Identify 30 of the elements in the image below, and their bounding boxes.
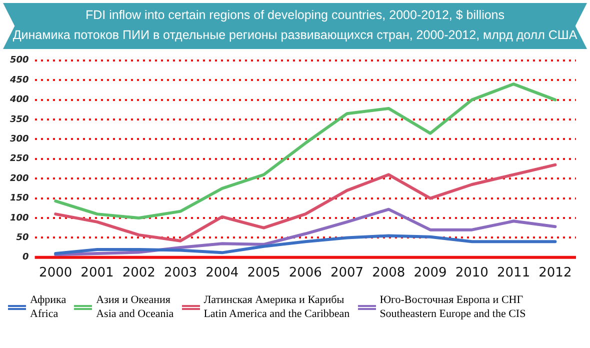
legend-label: Латинская Америка и Карибы Latin America and the Caribbean <box>204 293 350 321</box>
x-tick-label: 2006 <box>288 266 322 281</box>
x-tick-label: 2000 <box>39 266 72 281</box>
x-tick-label: 2012 <box>538 266 572 281</box>
y-tick-label: 150 <box>10 194 29 204</box>
y-tick-label: 500 <box>10 56 29 66</box>
y-tick-label: 450 <box>8 75 29 86</box>
x-tick-label: 2002 <box>122 266 156 281</box>
y-tick-label: 400 <box>8 95 29 106</box>
y-tick-label: 50 <box>16 233 29 244</box>
x-tick-label: 2004 <box>206 266 239 281</box>
x-tick-label: 2010 <box>455 266 488 281</box>
y-tick-label: 300 <box>10 134 29 145</box>
legend-label: Африка Africa <box>30 293 66 321</box>
y-tick-label: 250 <box>10 154 29 164</box>
x-tick-label: 2011 <box>497 266 530 281</box>
y-tick-label: 0 <box>22 252 29 263</box>
legend-label: Азия и Океания Asia and Oceania <box>96 293 174 321</box>
x-tick-label: 2001 <box>80 266 114 281</box>
y-tick-label: 200 <box>10 174 29 184</box>
y-tick-label: 350 <box>10 114 29 125</box>
x-tick-label: 2003 <box>164 266 198 281</box>
x-tick-label: 2008 <box>372 266 406 281</box>
y-tick-label: 100 <box>10 213 29 224</box>
x-tick-label: 2005 <box>247 266 280 281</box>
x-tick-label: 2007 <box>330 266 364 281</box>
legend-label: Юго-Восточная Европа и СНГ Southeastern Europe and the CIS <box>380 293 526 321</box>
chart-title: FDI inflow into certain regions of developing countries, 2000-2012, $ billions <box>84 7 506 24</box>
x-tick-label: 2009 <box>414 266 447 281</box>
chart-subtitle: Динамика потоков ПИИ в отдельные регионы развивающихся стран, 2000-2012, млрд долл США <box>12 27 578 44</box>
